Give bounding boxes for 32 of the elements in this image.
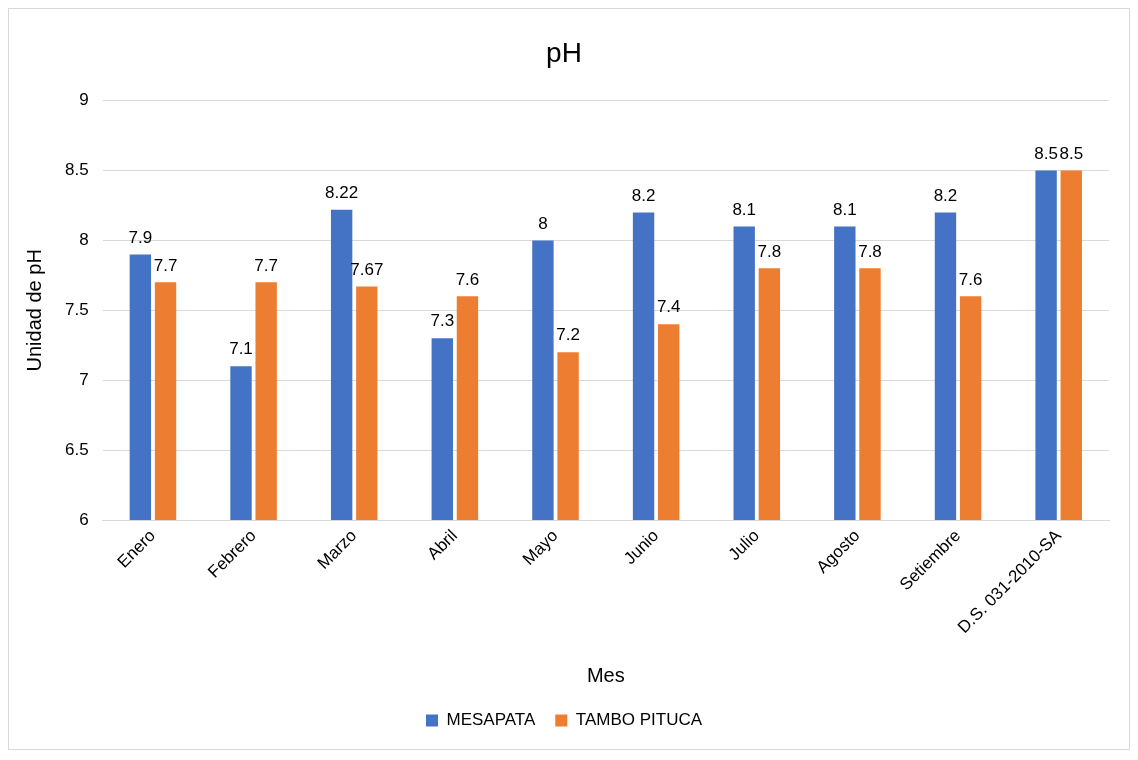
y-tick-label: 6.5 (64, 439, 89, 459)
data-label: 7.2 (556, 325, 580, 345)
x-tick-label: Julio (724, 525, 763, 565)
data-label: 7.9 (128, 227, 153, 247)
data-label: 7.8 (858, 241, 882, 261)
data-label: 7.7 (254, 255, 278, 275)
data-label: 7.6 (958, 269, 983, 289)
data-label: 8.5 (1034, 143, 1058, 163)
data-label: 8 (538, 213, 548, 233)
x-axis-title: Mes (586, 663, 625, 686)
chart-title: pH (546, 36, 582, 68)
data-label: 8.2 (933, 185, 958, 205)
data-label: 7.8 (757, 241, 782, 261)
y-tick-label: 9 (79, 90, 89, 110)
legend-label: MESAPATA (446, 710, 536, 730)
data-label: 8.1 (833, 199, 857, 219)
data-label: 8.1 (732, 199, 757, 219)
y-tick-label: 8 (79, 230, 89, 250)
data-label: 7.4 (656, 297, 681, 317)
data-label: 8.5 (1059, 143, 1084, 163)
data-label: 7.1 (229, 339, 253, 359)
data-label: 8.22 (325, 182, 359, 202)
y-tick-label: 7 (79, 369, 89, 389)
data-label: 7.7 (153, 255, 178, 275)
y-axis-title: Unidad de pH (22, 249, 45, 372)
data-label: 7.6 (455, 269, 480, 289)
legend-label: TAMBO PITUCA (575, 710, 703, 730)
data-label: 8.2 (631, 185, 656, 205)
y-tick-label: 7.5 (64, 300, 89, 319)
y-tick-label: 6 (79, 509, 89, 529)
data-label: 7.3 (430, 311, 455, 331)
y-tick-label: 8.5 (64, 160, 89, 180)
